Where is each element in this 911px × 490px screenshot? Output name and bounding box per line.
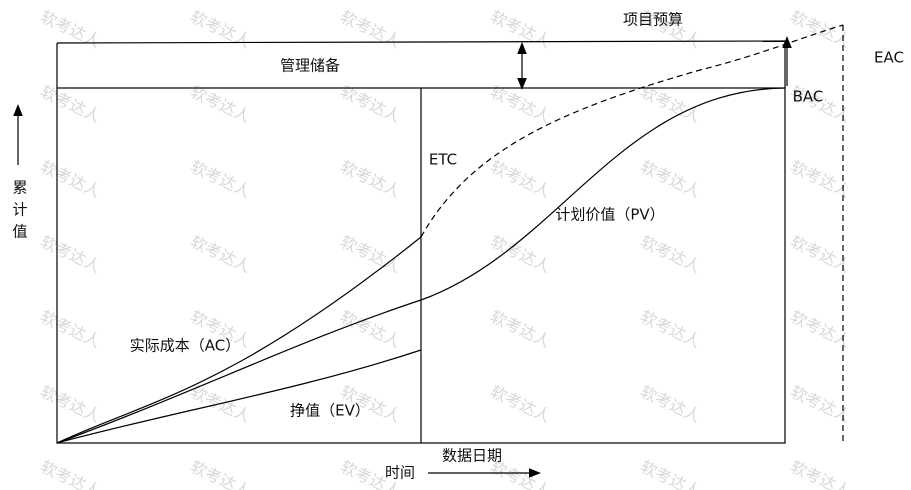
watermark: 软考达人 [337,7,403,51]
ev-curve [56,349,422,444]
label: 时间 [385,464,415,482]
watermark: 软考达人 [37,382,103,426]
watermark: 软考达人 [637,382,703,426]
watermark: 软考达人 [637,457,703,490]
watermark: 软考达人 [37,307,103,351]
pv-curve [56,87,786,444]
label: 实际成本（AC） [130,337,240,355]
label: 项目预算 [623,11,683,29]
watermark: 软考达人 [37,157,103,201]
watermark: 软考达人 [337,307,403,351]
watermark: 软考达人 [187,457,253,490]
watermark: 软考达人 [487,232,553,276]
watermark: 软考达人 [637,307,703,351]
watermark: 软考达人 [487,382,553,426]
label: 挣值（EV） [290,402,370,420]
watermark: 软考达人 [487,7,553,51]
watermark: 软考达人 [187,157,253,201]
label: 数据日期 [442,447,502,465]
y-label: 累 [12,179,27,197]
label: EAC [874,49,904,67]
label: 计划价值（PV） [555,206,664,224]
watermark: 软考达人 [37,457,103,490]
label: ETC [429,151,457,169]
watermark: 软考达人 [187,232,253,276]
watermark: 软考达人 [37,7,103,51]
watermark: 软考达人 [637,157,703,201]
watermark: 软考达人 [187,7,253,51]
label: BAC [793,88,824,106]
budget-line [56,40,786,44]
ac-curve [56,236,422,444]
watermark: 软考达人 [637,232,703,276]
watermark: 软考达人 [337,157,403,201]
watermark: 软考达人 [337,232,403,276]
watermark: 软考达人 [787,457,853,490]
label: 管理储备 [280,57,340,75]
watermark: 软考达人 [487,157,553,201]
watermark: 软考达人 [37,232,103,276]
y-label: 计 [12,201,27,219]
etc-curve [420,24,844,238]
y-label: 值 [12,223,27,241]
watermark: 软考达人 [487,307,553,351]
